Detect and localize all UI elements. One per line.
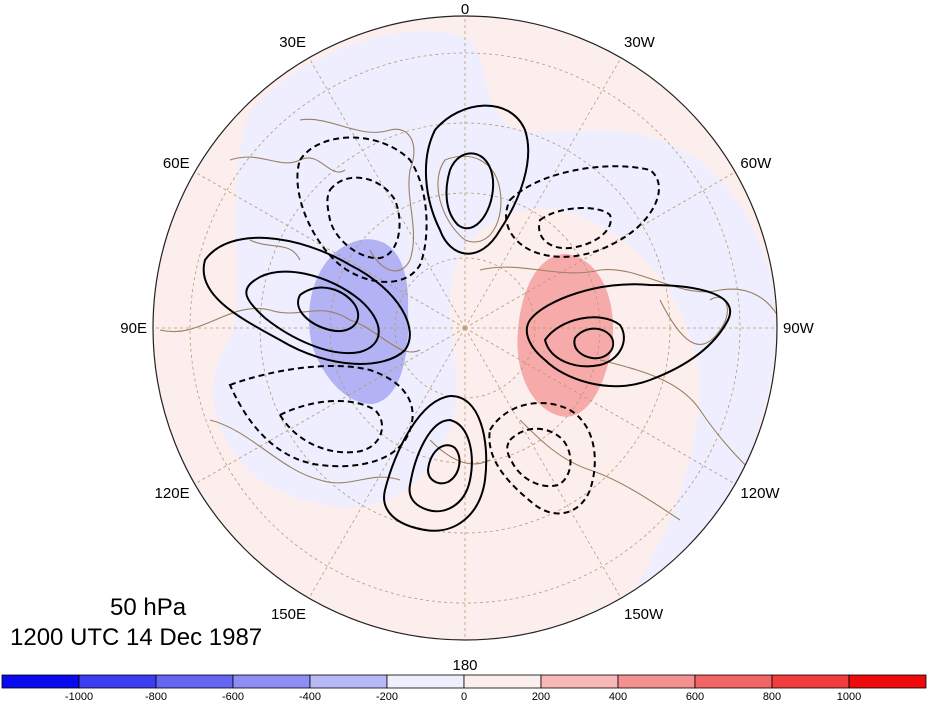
colorbar: -1000 -800 -600 -400 -200 0 200 400 600 800 1000 [1, 674, 927, 702]
colorbar-label-0: -1000 [65, 691, 93, 702]
colorbar-label-2: -600 [222, 691, 244, 702]
shade-negative-light [213, 31, 776, 640]
meridian-lon-150w [464, 327, 622, 599]
colorbar-box-3 [232, 674, 311, 689]
longitude-label-lon-150e: 150E [271, 606, 306, 623]
meridian-lon-30e [308, 57, 466, 329]
shade-positive-strong [517, 254, 614, 417]
colorbar-label-1: -800 [145, 691, 167, 702]
colorbar-box-7 [540, 674, 619, 689]
longitude-label-lon-60w: 60W [740, 155, 772, 172]
colorbar-box-4 [309, 674, 388, 689]
contours-positive [202, 104, 732, 532]
shade-negative-strong [308, 239, 409, 404]
longitude-labels: 0 30W 60W 90W 120W 150W 180 150E 120E 90E 60E 30E [120, 1, 814, 674]
longitude-label-lon-60e: 60E [163, 155, 190, 172]
meridian-lon-60w [464, 171, 736, 329]
colorbar-box-10 [771, 674, 850, 689]
colorbar-box-0 [1, 674, 80, 689]
longitude-label-lon-120w: 120W [740, 485, 780, 502]
longitude-label-lon-90w: 90W [783, 320, 815, 337]
meridian-lon-30w [464, 57, 622, 329]
colorbar-box-5 [386, 674, 465, 689]
longitude-label-lon-0: 0 [461, 1, 469, 18]
colorbar-label-9: 800 [763, 691, 781, 702]
colorbar-box-2 [155, 674, 234, 689]
longitude-label-lon-180: 180 [452, 657, 477, 674]
meridian-lon-120w [464, 327, 736, 485]
colorbar-box-9 [694, 674, 773, 689]
map-disk [153, 16, 777, 640]
longitude-label-lon-120e: 120E [155, 485, 190, 502]
colorbar-label-8: 600 [686, 691, 704, 702]
colorbar-label-7: 400 [609, 691, 627, 702]
meridian-lon-60e [194, 171, 466, 329]
colorbar-box-6 [463, 674, 542, 689]
coastlines [159, 118, 777, 521]
meridian-lon-120e [194, 327, 466, 485]
colorbar-box-1 [78, 674, 157, 689]
pressure-level: 50 hPa [110, 594, 187, 621]
colorbar-label-5: 0 [461, 691, 467, 702]
timestamp: 1200 UTC 14 Dec 1987 [10, 624, 263, 651]
longitude-label-lon-30e: 30E [279, 34, 306, 51]
map-outline [152, 15, 778, 641]
colorbar-label-10: 1000 [837, 691, 861, 702]
meridian-lon-150e [308, 327, 466, 599]
contours-negative [228, 136, 660, 515]
colorbar-box-8 [617, 674, 696, 689]
longitude-label-lon-150w: 150W [624, 606, 664, 623]
longitude-label-lon-30w: 30W [624, 34, 656, 51]
longitude-label-lon-90e: 90E [120, 320, 147, 337]
colorbar-label-4: -200 [376, 691, 398, 702]
colorbar-label-6: 200 [532, 691, 550, 702]
colorbar-label-3: -400 [299, 691, 321, 702]
colorbar-box-11 [848, 674, 927, 689]
